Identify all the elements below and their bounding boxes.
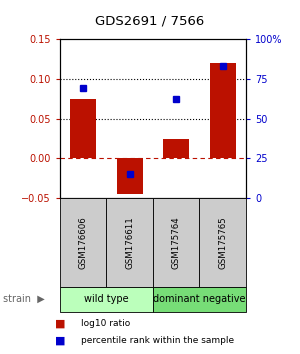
Text: dominant negative: dominant negative <box>153 294 246 304</box>
Bar <box>164 138 189 159</box>
Bar <box>200 198 246 287</box>
Bar <box>153 287 246 312</box>
Text: GDS2691 / 7566: GDS2691 / 7566 <box>95 14 205 27</box>
Bar <box>60 287 153 312</box>
Bar <box>210 63 236 159</box>
Text: strain  ▶: strain ▶ <box>3 294 45 304</box>
Bar <box>106 198 153 287</box>
Text: log10 ratio: log10 ratio <box>81 319 130 329</box>
Text: ■: ■ <box>55 319 65 329</box>
Text: GSM176606: GSM176606 <box>79 216 88 269</box>
Text: GSM176611: GSM176611 <box>125 216 134 269</box>
Bar <box>153 198 200 287</box>
Bar <box>70 99 96 159</box>
Text: GSM175764: GSM175764 <box>172 216 181 269</box>
Bar <box>117 159 142 194</box>
Bar <box>60 198 106 287</box>
Text: percentile rank within the sample: percentile rank within the sample <box>81 336 234 345</box>
Text: GSM175765: GSM175765 <box>218 216 227 269</box>
Text: ■: ■ <box>55 336 65 346</box>
Text: wild type: wild type <box>84 294 129 304</box>
